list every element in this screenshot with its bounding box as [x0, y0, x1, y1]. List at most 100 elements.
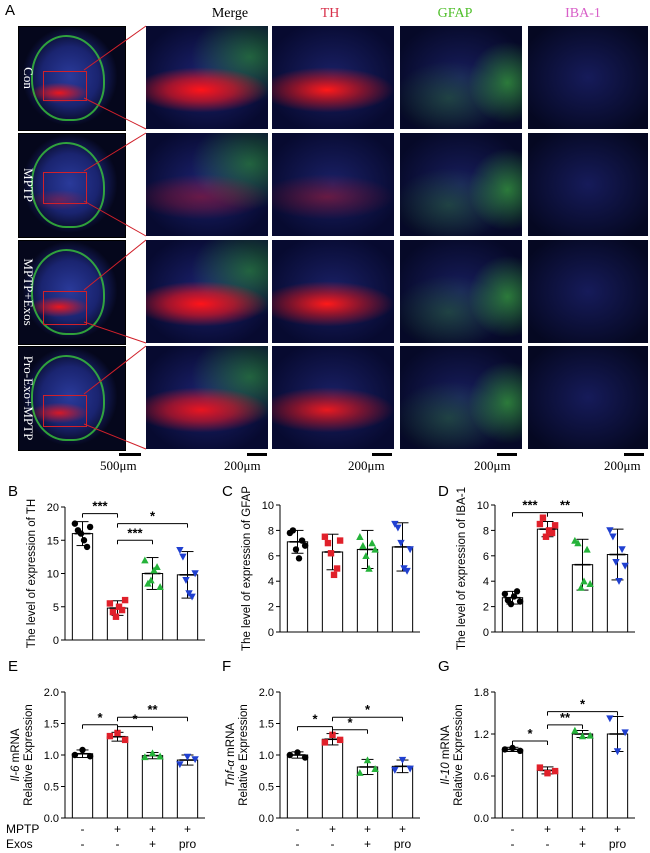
- data-point: [536, 764, 544, 771]
- chart-c: C 0 2 4 6 8 10 The level of expression of GFAP: [222, 483, 420, 651]
- brain-outline: [31, 249, 105, 335]
- data-point: [548, 529, 556, 537]
- data-point: [621, 729, 629, 737]
- micrograph-merge-row4: [146, 346, 268, 449]
- data-point: [586, 731, 594, 739]
- panel-letter-e: E: [8, 658, 18, 675]
- data-point: [71, 520, 79, 527]
- data-point: [336, 537, 344, 544]
- data-point: [501, 590, 509, 598]
- data-point: [141, 753, 149, 761]
- significance-label: **: [560, 498, 571, 513]
- data-point: [359, 541, 367, 549]
- data-point: [148, 749, 157, 757]
- bar: [501, 748, 524, 819]
- condition-value-mptp: +: [578, 822, 586, 836]
- significance-label: *: [527, 726, 533, 741]
- data-point: [286, 751, 294, 759]
- data-point: [513, 588, 521, 595]
- data-point: [583, 545, 591, 553]
- condition-value-mptp: +: [543, 822, 551, 836]
- condition-value-exos: pro: [608, 837, 627, 851]
- micrograph-gfap-row2: [400, 133, 522, 236]
- data-point: [391, 520, 399, 528]
- y-axis-label-suffix: mRNA: [440, 725, 452, 762]
- data-point: [156, 752, 164, 760]
- data-point: [539, 514, 547, 521]
- data-point: [112, 613, 120, 620]
- data-point: [516, 747, 524, 754]
- condition-value-mptp: +: [113, 822, 121, 836]
- y-tick-label: 0: [268, 627, 274, 639]
- y-tick-label: 1.5: [259, 719, 274, 731]
- data-point: [106, 600, 114, 607]
- y-tick-label: 10: [477, 500, 489, 512]
- micrograph-th-row1: [272, 26, 394, 129]
- y-axis-label: Il-6 mRNA: [10, 728, 22, 781]
- y-axis-label-2: Relative Expression: [238, 704, 250, 806]
- data-point: [106, 732, 114, 740]
- bar: [536, 528, 559, 633]
- significance-label: *: [97, 710, 103, 725]
- data-point: [83, 543, 91, 551]
- data-point: [77, 530, 85, 537]
- condition-value-exos: -: [330, 837, 335, 851]
- data-point: [71, 751, 79, 759]
- y-axis-label-suffix: mRNA: [10, 728, 22, 765]
- bar: [286, 754, 309, 819]
- y-tick-label: 8: [268, 525, 274, 537]
- data-point: [391, 766, 399, 774]
- data-point: [615, 578, 623, 585]
- panel-letter-d: D: [438, 483, 449, 500]
- data-point: [618, 546, 626, 554]
- y-tick-label: 1.5: [44, 719, 59, 731]
- data-point: [621, 562, 629, 570]
- scale-bar-whole: [119, 453, 141, 456]
- y-tick-label: 1.8: [474, 687, 489, 699]
- data-point: [298, 537, 306, 544]
- condition-value-exos: -: [115, 837, 120, 851]
- data-point: [606, 527, 614, 535]
- data-point: [294, 749, 301, 756]
- data-point: [121, 736, 129, 744]
- y-tick-label: 0.5: [259, 782, 274, 794]
- micrograph-iba-row4: [528, 346, 648, 449]
- significance-label: *: [312, 712, 318, 727]
- data-point: [501, 746, 509, 753]
- y-axis-label: The level of expression of IBA-1: [456, 487, 468, 650]
- condition-value-mptp: +: [363, 822, 371, 836]
- condition-value-mptp: +: [148, 822, 156, 836]
- panel-letter-f: F: [222, 658, 231, 675]
- data-point: [578, 732, 587, 740]
- condition-value-exos: -: [295, 837, 300, 851]
- data-point: [183, 753, 192, 761]
- chart-d: D 0 2 4 6 8 10 The level of expression of IBA-1…: [438, 483, 635, 650]
- significance-label: ***: [127, 525, 143, 540]
- micrograph-iba-row1: [528, 26, 648, 129]
- column-header-th: TH: [320, 6, 340, 21]
- data-point: [371, 545, 379, 553]
- condition-value-exos: -: [545, 837, 550, 851]
- data-point: [363, 756, 372, 764]
- significance-label: *: [132, 712, 138, 727]
- data-point: [79, 746, 86, 754]
- y-tick-label: 5: [53, 602, 59, 614]
- micrograph-merge-row2: [146, 133, 268, 236]
- chart-e: E 0.0 0.5 1.0 1.5 2.0 Il-6 mRNA Relative Expres…: [8, 658, 205, 825]
- condition-value-mptp: -: [80, 822, 85, 836]
- bar: [391, 765, 414, 819]
- column-header-gfap: GFAP: [437, 6, 473, 21]
- data-point: [118, 606, 126, 614]
- y-tick-label: 0: [53, 635, 59, 647]
- bar: [536, 769, 559, 819]
- data-point: [507, 600, 515, 608]
- data-point: [86, 523, 94, 531]
- micrograph-gfap-row4: [400, 346, 522, 449]
- data-point: [362, 552, 370, 559]
- condition-value-mptp: -: [510, 822, 515, 836]
- y-axis-label-gene: Il-10: [440, 762, 452, 785]
- data-point: [544, 770, 551, 777]
- bar: [106, 736, 129, 819]
- scale-bar-merge: [247, 453, 267, 456]
- data-point: [292, 546, 300, 553]
